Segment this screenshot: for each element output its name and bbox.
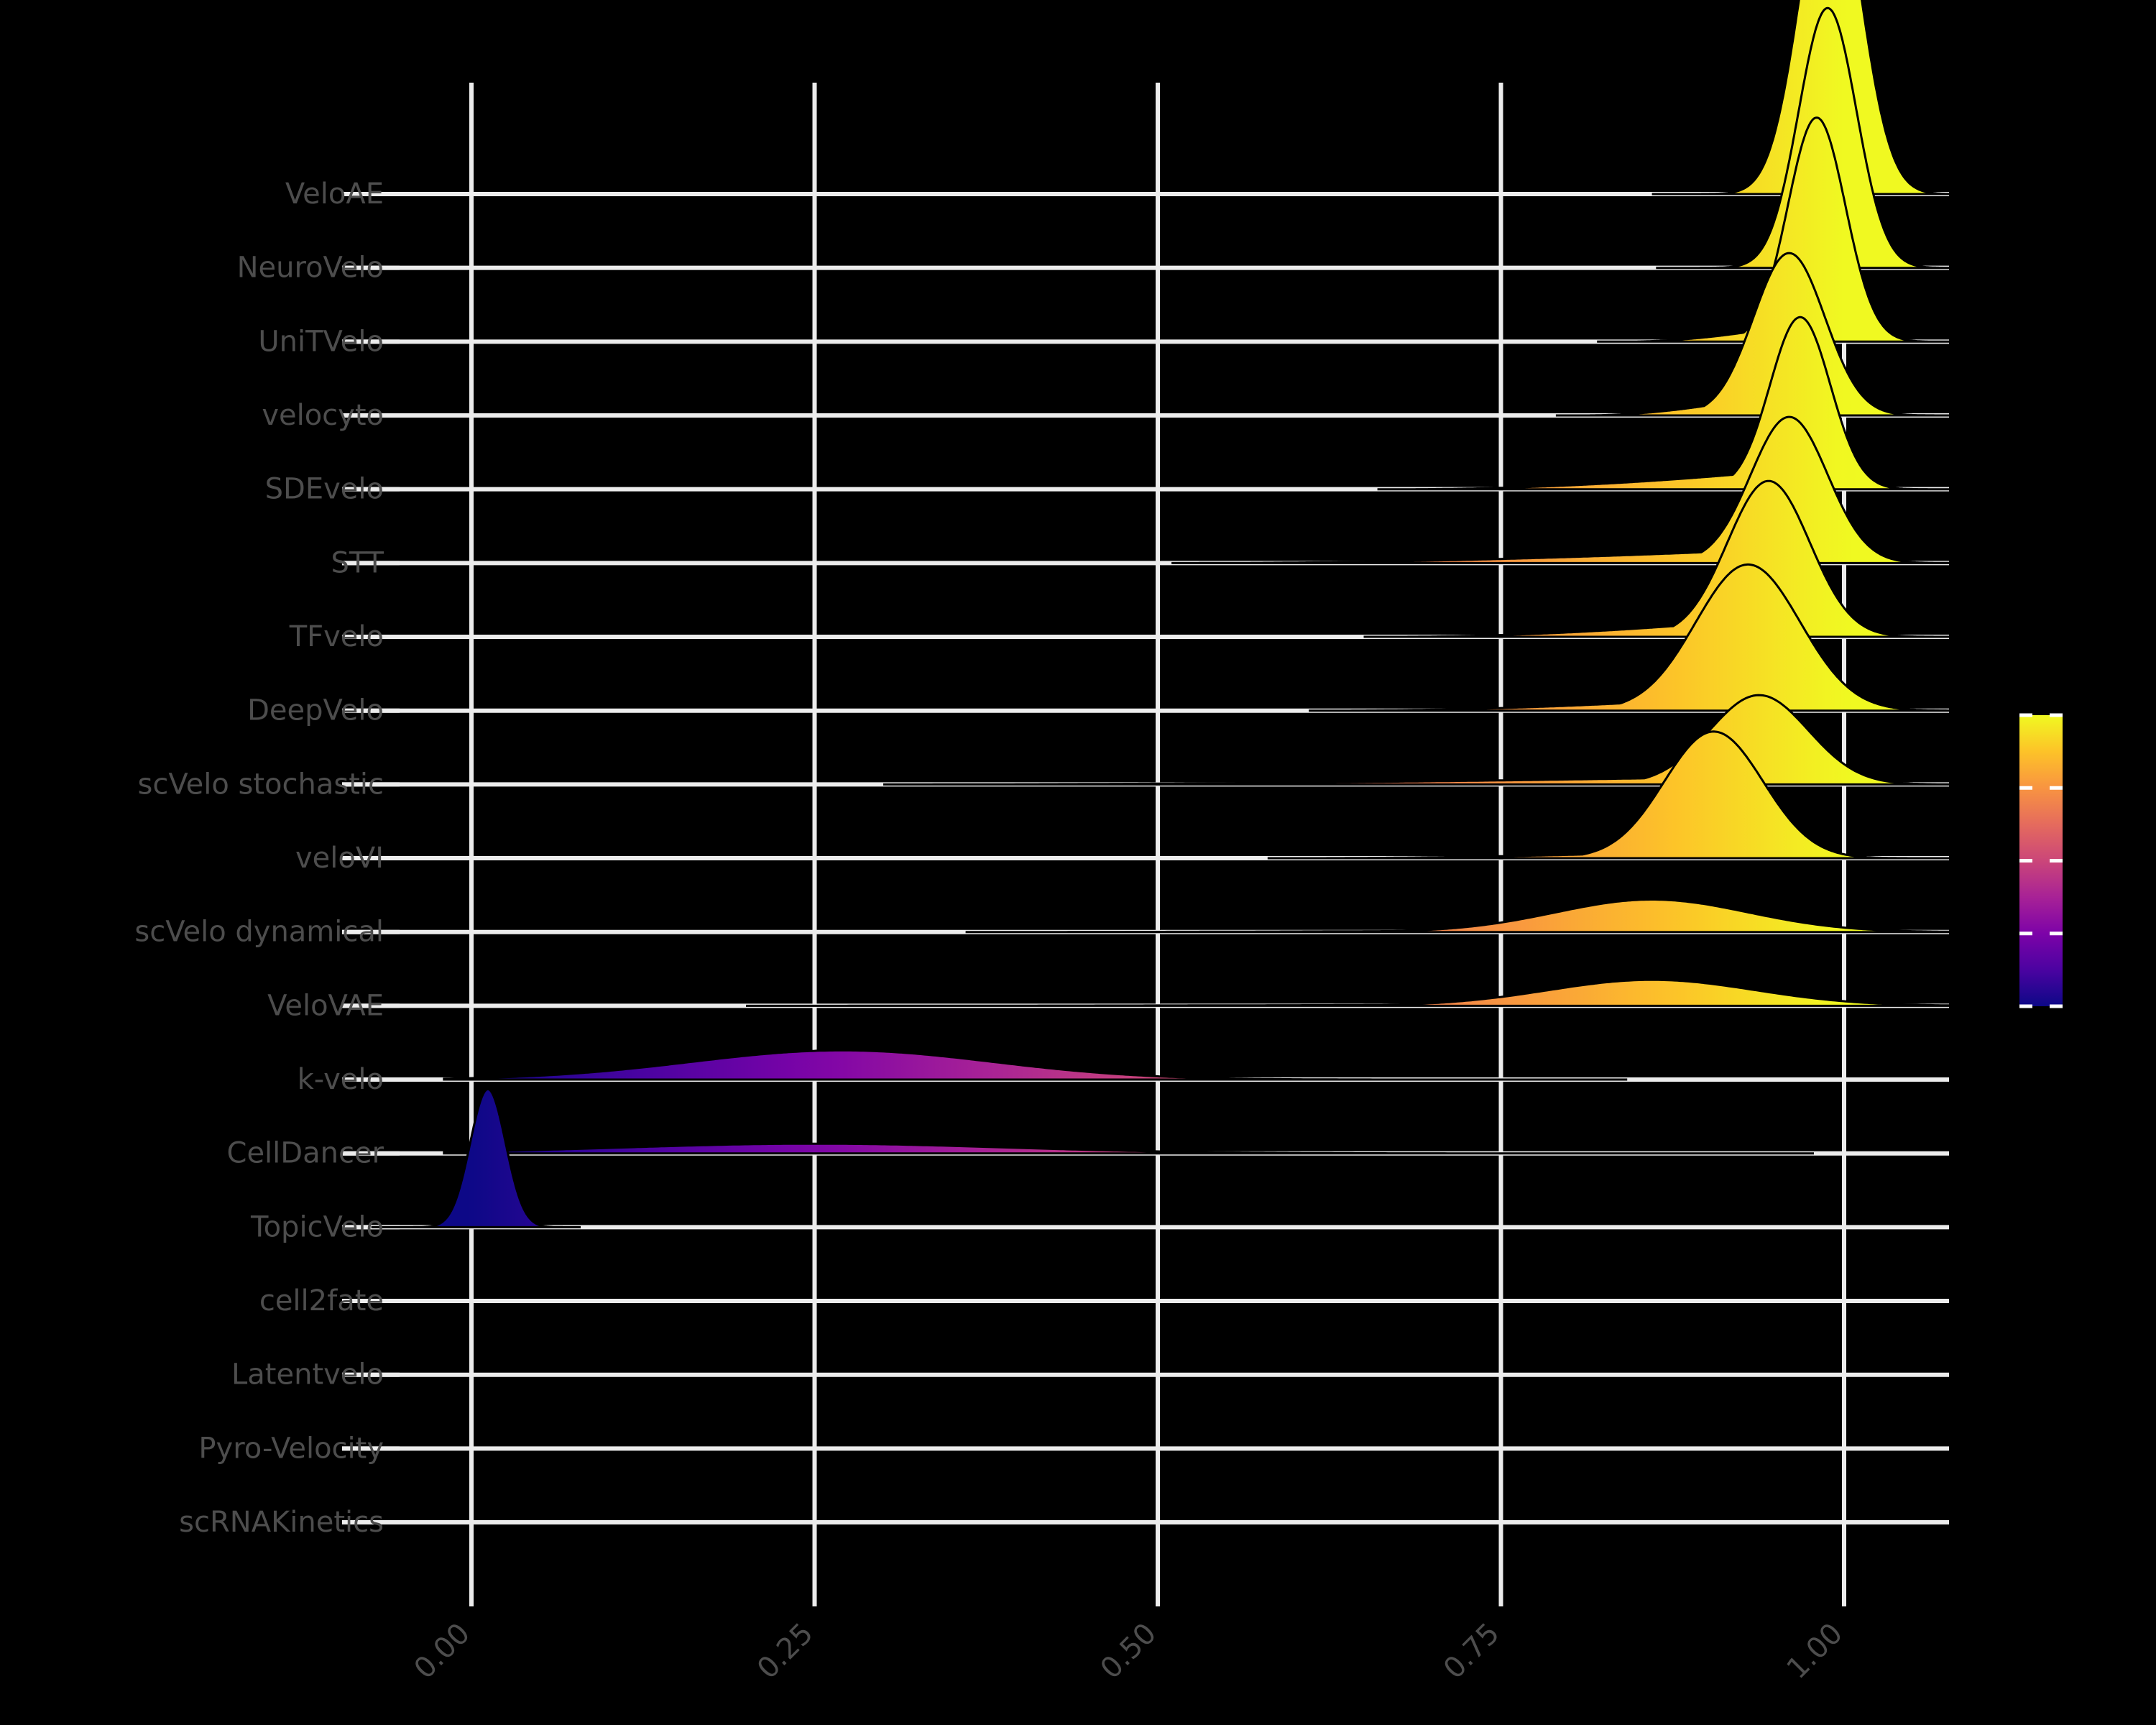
kde-area [371,1087,581,1228]
kde-area [746,978,1996,1007]
ridge-row [1267,730,1971,860]
colorbar[interactable] [2019,713,2063,1008]
y-axis-label: scVelo stochastic [138,768,384,801]
y-axis-label: Pyro-Velocity [198,1432,384,1465]
y-axis-label: TFvelo [289,620,384,653]
kde-area [965,898,1996,934]
kde-area [1309,563,1996,712]
ridge-row [1309,563,1996,712]
ridge-row [1363,479,1983,638]
y-axis-label: CellDancer [227,1137,384,1170]
kde-area [443,1049,1628,1081]
y-axis-label: scRNAKinetics [179,1506,384,1539]
y-axis-label: DeepVelo [247,694,384,727]
ridge-row [1555,252,1975,417]
y-axis-label: NeuroVelo [237,252,384,285]
y-axis-label: scVelo dynamical [134,916,384,949]
ridge-row [965,898,1996,934]
y-axis-label: VeloAE [285,178,384,211]
y-axis-label: UniTVelo [258,325,384,358]
y-axis-label: veloVI [295,842,384,875]
ridge-row [746,978,1996,1007]
ridge-row [443,1049,1628,1081]
y-axis-label: k-velo [298,1063,384,1096]
y-axis-labels: VeloAE NeuroVelo UniTVelo velocyto SDEvelo ST… [134,178,384,1539]
y-axis-label: TopicVelo [250,1210,384,1243]
kde-area [443,1142,1814,1155]
ridge-row [371,1087,581,1228]
y-axis-label: SDEvelo [265,473,384,506]
y-axis-label: Latentvelo [231,1358,384,1392]
kde-area [1363,479,1983,638]
y-axis-label: VeloVAE [267,989,384,1022]
kde-area [1267,730,1971,860]
y-axis-label: cell2fate [259,1284,384,1317]
y-axis-label: STT [331,546,384,579]
ridge-row [443,1142,1814,1155]
ridge-curves [371,0,1996,1228]
y-axis-label: velocyto [262,399,384,432]
kde-area [1555,252,1975,417]
